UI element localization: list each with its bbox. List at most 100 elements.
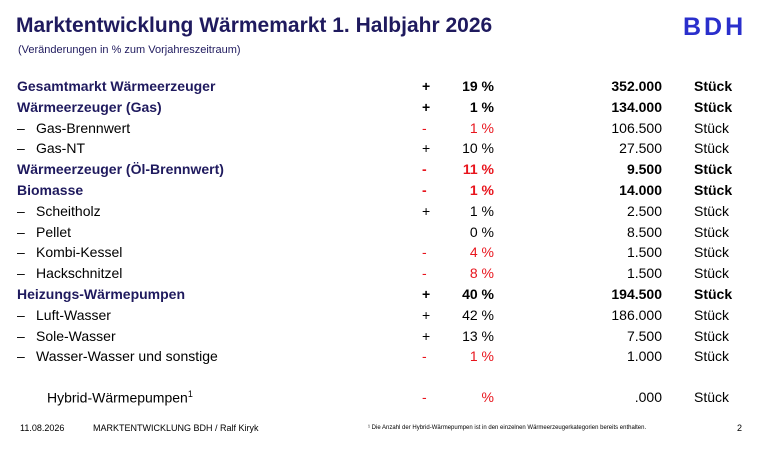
- row-unit: Stück: [694, 265, 730, 282]
- row-unit: Stück: [694, 161, 733, 178]
- row-dash: –: [17, 244, 25, 261]
- row-percent: 1 %: [469, 202, 494, 219]
- row-label: Hackschnitzel: [36, 265, 123, 282]
- row-unit: Stück: [694, 140, 730, 157]
- table-row: Wärmeerzeuger (Gas) + 1 % 134.000 Stück: [0, 97, 765, 118]
- row-percent: 1 %: [469, 98, 494, 115]
- row-count: 1.500: [626, 244, 662, 261]
- row-label: Kombi-Kessel: [36, 244, 123, 261]
- row-percent: 19 %: [462, 78, 494, 94]
- row-count: 14.000: [619, 181, 662, 198]
- hybrid-count: .000: [634, 389, 662, 405]
- row-count: 134.000: [611, 98, 662, 115]
- row-label: Sole-Wasser: [36, 327, 116, 344]
- row-dash: –: [17, 265, 25, 282]
- footer-footnote: ¹ Die Anzahl der Hybrid-Wärmepumpen ist …: [368, 425, 647, 431]
- row-unit: Stück: [694, 181, 733, 198]
- row-label: Wasser-Wasser und sonstige: [36, 348, 218, 365]
- hybrid-label: Hybrid-Wärmepumpen1: [47, 389, 193, 406]
- row-unit: Stück: [694, 306, 730, 323]
- hybrid-unit: Stück: [694, 389, 730, 405]
- row-sign: -: [422, 244, 427, 261]
- row-label: Pellet: [36, 223, 72, 240]
- row-percent: 4 %: [469, 244, 494, 261]
- row-count: 7.500: [626, 327, 662, 344]
- row-label: Wärmeerzeuger (Gas): [17, 98, 162, 115]
- table-row: – Gas-Brennwert - 1 % 106.500 Stück: [0, 118, 765, 139]
- row-count: 2.500: [626, 202, 662, 219]
- row-dash: –: [17, 306, 25, 323]
- bdh-logo: BDH: [683, 13, 747, 41]
- row-count: 9.500: [626, 161, 662, 178]
- row-unit: Stück: [694, 78, 733, 94]
- row-sign: -: [422, 119, 427, 136]
- row-count: 8.500: [626, 223, 662, 240]
- row-unit: Stück: [694, 119, 730, 136]
- table-row: – Gas-NT + 10 % 27.500 Stück: [0, 138, 765, 159]
- market-table: Gesamtmarkt Wärmeerzeuger + 19 % 352.000…: [0, 76, 765, 367]
- row-count: 106.500: [611, 119, 662, 136]
- row-label: Biomasse: [17, 181, 84, 198]
- row-dash: –: [17, 348, 25, 365]
- row-label: Wärmeerzeuger (Öl-Brennwert): [17, 161, 224, 178]
- row-count: 1.000: [626, 348, 662, 365]
- row-sign: +: [422, 78, 431, 94]
- row-sign: +: [422, 140, 431, 157]
- row-count: 27.500: [619, 140, 662, 157]
- table-row: Gesamtmarkt Wärmeerzeuger + 19 % 352.000…: [0, 76, 765, 97]
- row-percent: 13 %: [462, 327, 494, 344]
- table-row: – Sole-Wasser + 13 % 7.500 Stück: [0, 326, 765, 347]
- row-label: Gas-NT: [36, 140, 85, 157]
- row-sign: +: [422, 306, 431, 323]
- row-unit: Stück: [694, 202, 730, 219]
- row-dash: –: [17, 119, 25, 136]
- row-label: Gesamtmarkt Wärmeerzeuger: [17, 78, 216, 94]
- row-count: 1.500: [626, 265, 662, 282]
- table-row: Heizungs-Wärmepumpen + 40 % 194.500 Stüc…: [0, 284, 765, 305]
- row-unit: Stück: [694, 223, 730, 240]
- row-unit: Stück: [694, 244, 730, 261]
- row-percent: 10 %: [462, 140, 494, 157]
- hybrid-percent: %: [481, 389, 494, 405]
- table-row: Wärmeerzeuger (Öl-Brennwert) - 11 % 9.50…: [0, 159, 765, 180]
- row-percent: 0 %: [469, 223, 494, 240]
- row-unit: Stück: [694, 285, 733, 302]
- table-row: – Pellet 0 % 8.500 Stück: [0, 222, 765, 243]
- page-title: Marktentwicklung Wärmemarkt 1. Halbjahr …: [16, 14, 493, 37]
- row-sign: -: [422, 161, 427, 178]
- row-percent: 42 %: [462, 306, 494, 323]
- row-sign: +: [422, 327, 431, 344]
- row-dash: –: [17, 223, 25, 240]
- row-unit: Stück: [694, 348, 730, 365]
- row-label: Gas-Brennwert: [36, 119, 131, 136]
- row-percent: 1 %: [469, 348, 494, 365]
- row-sign: -: [422, 265, 427, 282]
- page-subtitle: (Veränderungen in % zum Vorjahreszeitrau…: [18, 44, 241, 56]
- hybrid-sign: -: [422, 389, 427, 405]
- row-dash: –: [17, 327, 25, 344]
- table-row: – Kombi-Kessel - 4 % 1.500 Stück: [0, 242, 765, 263]
- row-percent: 8 %: [469, 265, 494, 282]
- row-count: 352.000: [611, 78, 662, 94]
- row-label: Heizungs-Wärmepumpen: [17, 285, 186, 302]
- hybrid-label-text: Hybrid-Wärmepumpen: [47, 389, 188, 406]
- table-row: – Hackschnitzel - 8 % 1.500 Stück: [0, 263, 765, 284]
- row-dash: –: [17, 140, 25, 157]
- table-row: – Scheitholz + 1 % 2.500 Stück: [0, 201, 765, 222]
- row-sign: -: [422, 348, 427, 365]
- row-sign: -: [422, 181, 427, 198]
- table-row: – Wasser-Wasser und sonstige - 1 % 1.000…: [0, 346, 765, 367]
- row-sign: +: [422, 98, 431, 115]
- row-count: 186.000: [611, 306, 662, 323]
- footer-author: MARKTENTWICKLUNG BDH / Ralf Kiryk: [93, 423, 259, 433]
- row-unit: Stück: [694, 327, 730, 344]
- row-count: 194.500: [611, 285, 662, 302]
- row-percent: 1 %: [469, 181, 494, 198]
- row-percent: 11 %: [462, 161, 494, 178]
- table-row: – Luft-Wasser + 42 % 186.000 Stück: [0, 305, 765, 326]
- row-percent: 1 %: [469, 119, 494, 136]
- hybrid-row: Hybrid-Wärmepumpen1 - % .000 Stück: [0, 389, 765, 409]
- footnote-mark: 1: [187, 389, 193, 399]
- row-sign: +: [422, 202, 431, 219]
- row-label: Luft-Wasser: [36, 306, 111, 323]
